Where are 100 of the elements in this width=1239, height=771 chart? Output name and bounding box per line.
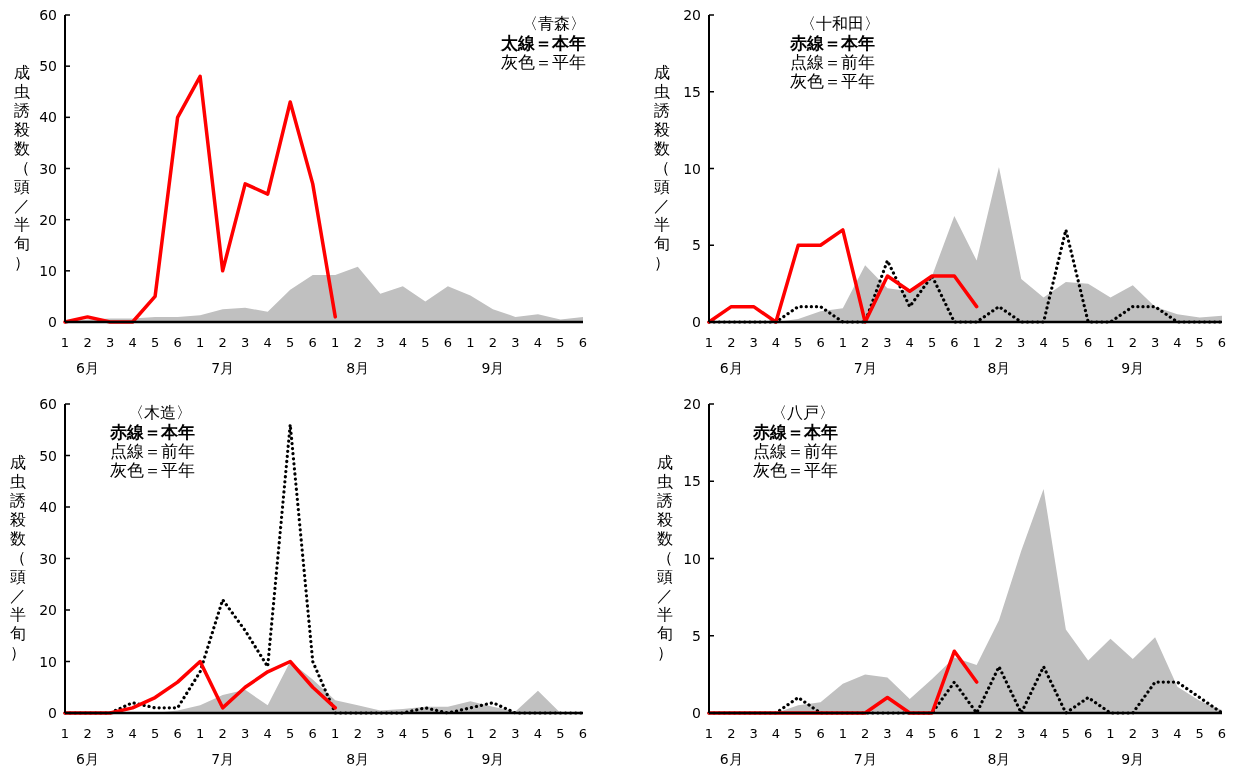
x-tick-label: 5 (1061, 335, 1071, 350)
x-tick-label: 5 (150, 726, 160, 741)
annotation: 赤線＝本年 (109, 422, 195, 442)
x-tick-label: 3 (376, 335, 385, 350)
text: 8月 (987, 751, 1011, 767)
y-tick-label: 15 (683, 473, 701, 490)
chart-title: 〈十和田〉 (800, 14, 880, 33)
x-tick-label: 4 (128, 726, 137, 741)
x-tick-label: 2 (218, 726, 227, 741)
text: 8月 (346, 360, 370, 376)
y-tick-label: 0 (48, 314, 57, 330)
y-tick-label: 60 (39, 7, 57, 23)
x-tick-label: 1 (838, 335, 847, 350)
x-tick-label: 2 (488, 726, 498, 741)
x-tick-label: 1 (972, 726, 981, 741)
x-tick-label: 5 (421, 335, 430, 350)
x-tick-label: 4 (398, 335, 407, 350)
x-tick-label: 4 (1039, 335, 1048, 350)
x-tick-label: 4 (1039, 726, 1048, 741)
x-tick-label: 1 (972, 335, 981, 350)
text: 成虫誘殺数（頭／半旬） (654, 63, 670, 272)
x-tick-label: 2 (1128, 726, 1137, 741)
x-tick-label: 1 (331, 726, 340, 741)
x-tick-label: 5 (927, 726, 937, 741)
x-tick-label: 5 (794, 726, 803, 741)
x-tick-label: 5 (556, 335, 565, 350)
y-tick-label: 10 (39, 653, 57, 670)
y-tick-label: 20 (39, 602, 57, 618)
y-tick-label: 30 (39, 160, 57, 177)
x-tick-label: 6 (1084, 335, 1093, 350)
x-tick-label: 4 (263, 726, 272, 741)
x-tick-label: 6 (578, 335, 588, 350)
x-tick-label: 1 (1106, 335, 1115, 350)
x-tick-label: 4 (1173, 335, 1182, 350)
x-tick-label: 5 (556, 726, 565, 741)
x-tick-label: 5 (1195, 335, 1204, 350)
line-series (63, 74, 338, 324)
x-tick-label: 3 (511, 335, 520, 350)
x-tick-label: 4 (771, 726, 781, 741)
x-tick-label: 2 (727, 335, 736, 350)
x-tick-label: 4 (128, 335, 137, 350)
x-tick-label: 2 (353, 726, 362, 741)
x-tick-label: 6 (950, 726, 959, 741)
x-tick-label: 5 (286, 335, 295, 350)
text: 9月 (481, 360, 505, 376)
x-tick-label: 2 (83, 335, 92, 350)
y-tick-label: 0 (692, 705, 701, 721)
x-tick-label: 4 (905, 335, 914, 350)
line-series (707, 228, 979, 324)
x-tick-label: 1 (466, 335, 475, 350)
x-tick-label: 2 (83, 726, 92, 741)
x-tick-label: 6 (1217, 335, 1227, 350)
x-tick-label: 2 (353, 335, 362, 350)
x-tick-label: 1 (60, 726, 70, 741)
y-tick-label: 20 (39, 211, 57, 228)
text: 6月 (76, 360, 99, 376)
annotation: 赤線＝本年 (789, 33, 875, 53)
chart-title: 〈青森〉 (522, 14, 586, 33)
x-tick-label: 5 (794, 335, 803, 350)
x-tick-label: 6 (308, 726, 317, 741)
x-tick-label: 3 (1150, 335, 1160, 350)
x-tick-label: 2 (727, 726, 736, 741)
y-tick-label: 15 (683, 83, 701, 100)
annotation: 灰色＝平年 (753, 460, 838, 480)
x-tick-label: 1 (838, 726, 847, 741)
y-tick-label: 0 (48, 705, 57, 721)
x-tick-label: 6 (816, 726, 825, 741)
text: 7月 (853, 360, 877, 376)
x-tick-label: 3 (105, 335, 115, 350)
y-tick-label: 40 (39, 499, 57, 515)
x-tick-label: 4 (398, 726, 407, 741)
x-tick-label: 5 (1061, 726, 1071, 741)
x-tick-label: 3 (241, 335, 250, 350)
y-tick-label: 50 (39, 447, 57, 464)
x-tick-label: 4 (1173, 726, 1182, 741)
annotation: 灰色＝平年 (110, 460, 195, 480)
x-tick-label: 3 (241, 726, 250, 741)
x-tick-label: 1 (195, 726, 205, 741)
annotation: 灰色＝平年 (501, 52, 586, 72)
x-tick-label: 2 (994, 726, 1004, 741)
text: 9月 (1121, 360, 1145, 376)
x-tick-label: 1 (331, 335, 340, 350)
x-tick-label: 6 (950, 335, 959, 350)
y-tick-label: 5 (692, 627, 701, 644)
x-tick-label: 4 (533, 335, 543, 350)
y-tick-label: 10 (39, 262, 57, 279)
x-tick-label: 1 (1106, 726, 1115, 741)
text: 成虫誘殺数（頭／半旬） (657, 453, 673, 662)
x-tick-label: 6 (578, 726, 588, 741)
x-tick-label: 6 (1084, 726, 1093, 741)
y-tick-label: 10 (683, 550, 701, 567)
x-tick-label: 6 (308, 335, 317, 350)
x-tick-label: 1 (704, 335, 714, 350)
annotation: 灰色＝平年 (790, 71, 875, 91)
y-tick-label: 50 (39, 58, 57, 75)
x-tick-label: 3 (1017, 726, 1026, 741)
x-tick-label: 1 (704, 726, 714, 741)
annotation: 点線＝前年 (753, 441, 838, 461)
x-tick-label: 5 (150, 335, 160, 350)
x-tick-label: 1 (466, 726, 475, 741)
